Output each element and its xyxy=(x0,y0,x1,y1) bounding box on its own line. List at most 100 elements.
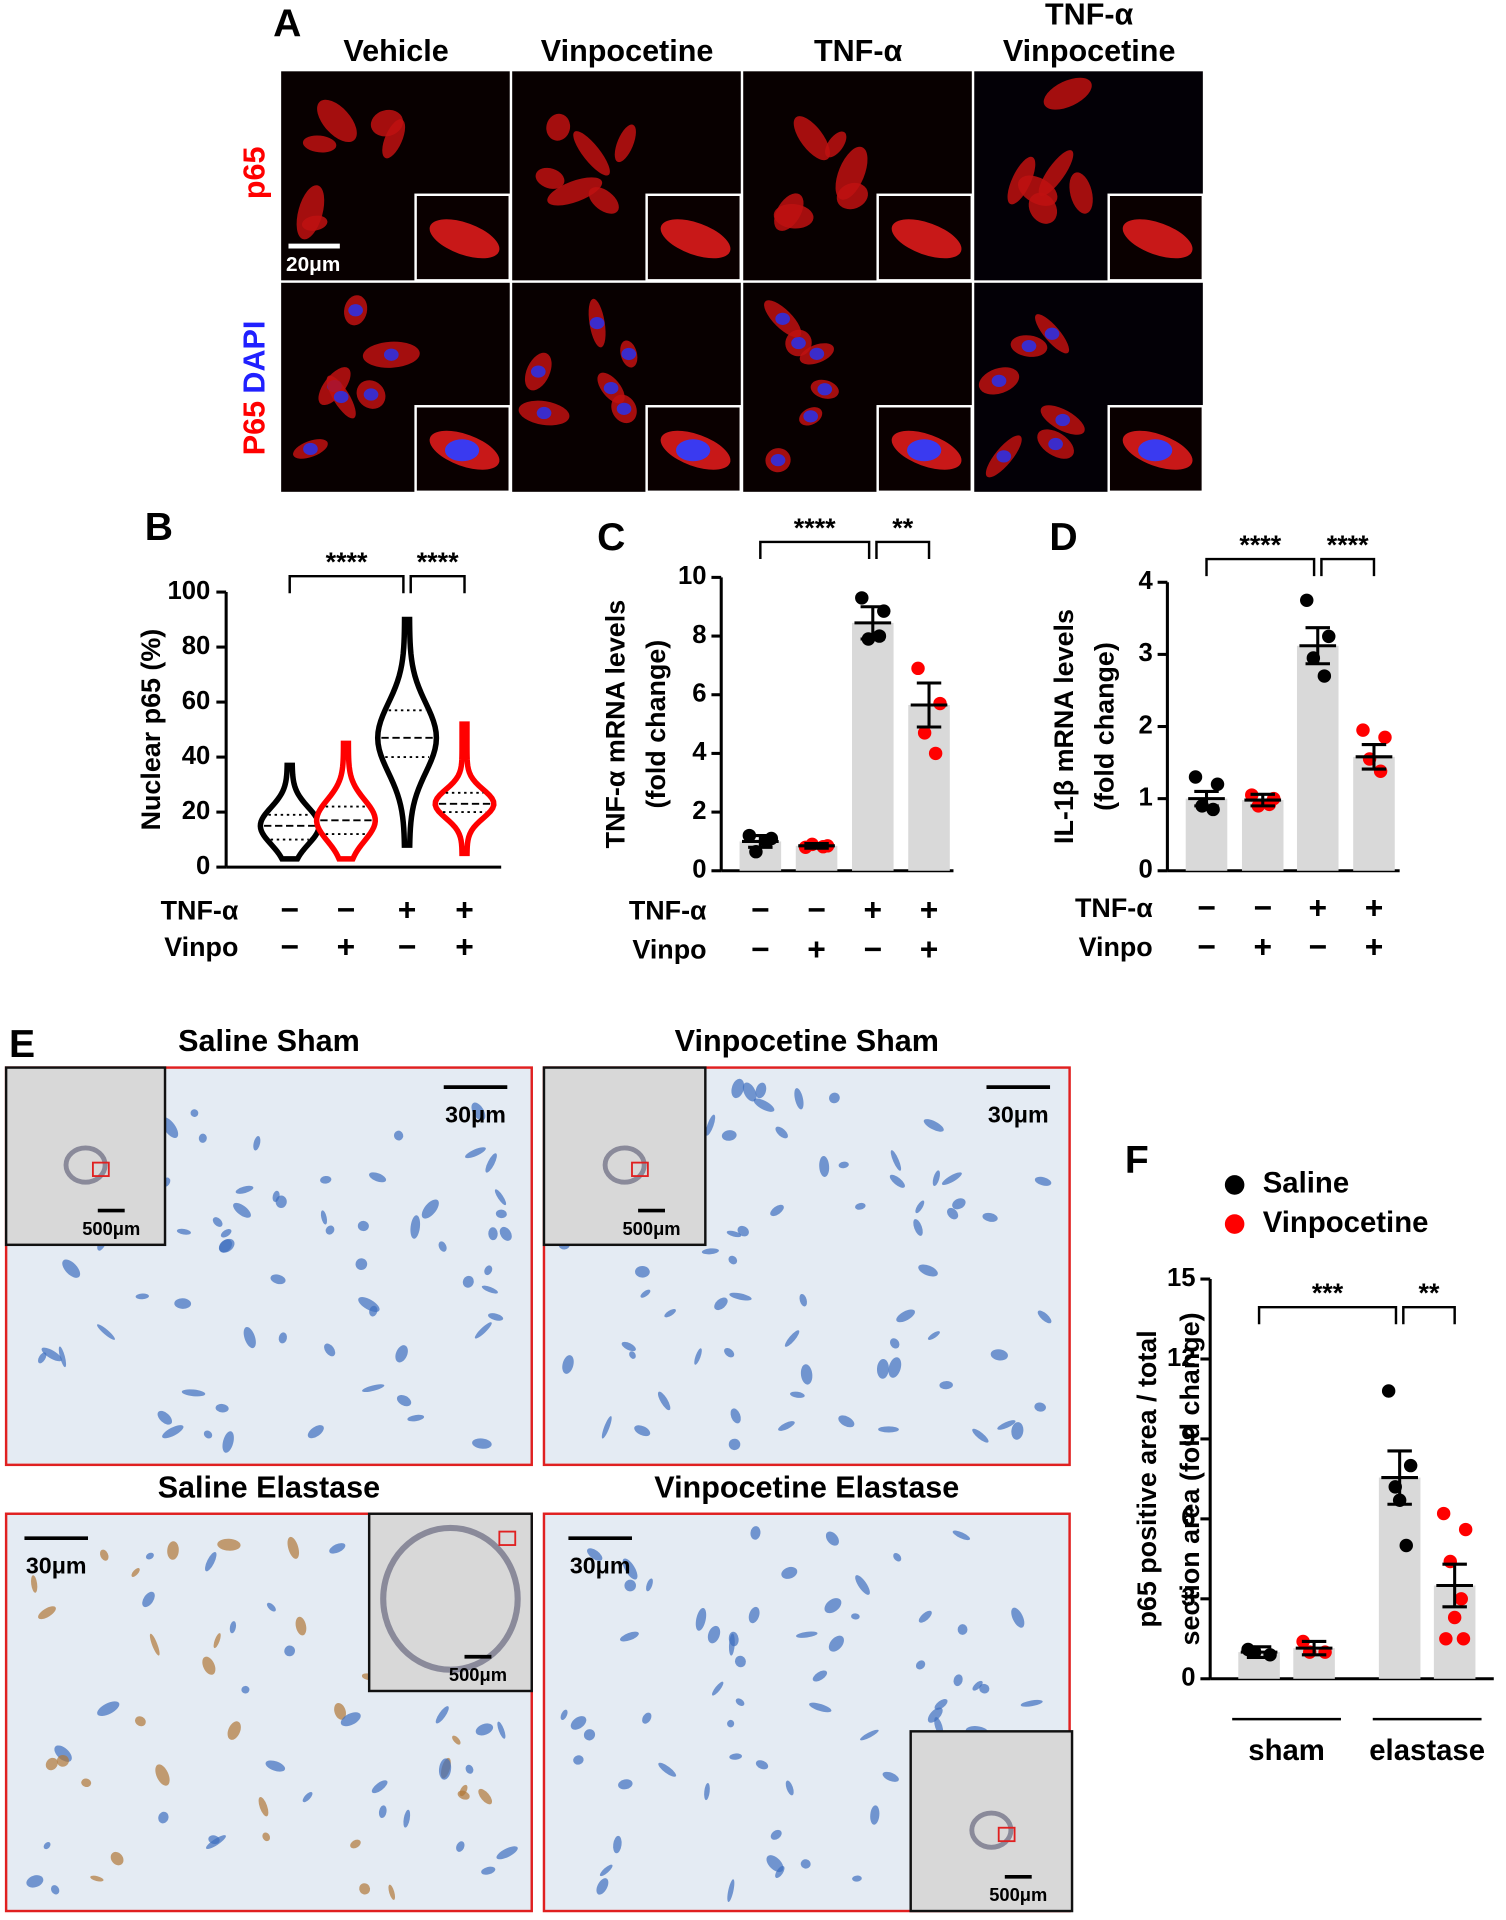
stained-cell xyxy=(222,1431,234,1453)
column-title: TNF-α xyxy=(1045,0,1134,31)
cell xyxy=(588,187,619,214)
data-point xyxy=(872,629,887,643)
inset-nucleus xyxy=(444,439,480,462)
cell xyxy=(835,146,868,200)
data-point xyxy=(1317,669,1332,683)
stained-cell xyxy=(646,1578,653,1592)
x-tick-label: elastase xyxy=(1369,1734,1485,1767)
stained-cell xyxy=(438,1241,447,1252)
stained-cell xyxy=(750,1526,761,1540)
inset-nucleus xyxy=(907,439,942,462)
stained-cell xyxy=(38,1352,47,1364)
panel-label: B xyxy=(145,506,173,549)
stained-cell xyxy=(90,1875,104,1882)
stained-cell xyxy=(664,1309,676,1318)
stained-cell xyxy=(727,1879,735,1903)
condition-label: Vinpo xyxy=(164,932,238,962)
stained-cell xyxy=(258,1797,269,1817)
condition-sign: − xyxy=(337,892,356,928)
y-tick-label: 0 xyxy=(1181,1664,1195,1692)
y-axis-label: section area (fold change) xyxy=(1175,1312,1205,1645)
condition-sign: + xyxy=(1365,928,1384,964)
condition-label: Vinpo xyxy=(1079,932,1153,962)
legend-marker xyxy=(1224,1214,1245,1234)
stained-cell xyxy=(456,1841,465,1852)
stained-cell xyxy=(642,1712,652,1724)
stained-cell xyxy=(1034,1402,1046,1412)
stained-cell xyxy=(888,1357,902,1378)
inset-scale-label: 500μm xyxy=(82,1218,140,1239)
data-point xyxy=(1454,1592,1468,1606)
panel-label: F xyxy=(1125,1139,1149,1182)
stained-cell xyxy=(369,1172,387,1183)
stained-cell xyxy=(158,1811,169,1824)
significance-bracket xyxy=(409,574,466,594)
column-title: TNF-α xyxy=(814,34,903,68)
column-title: Vinpocetine xyxy=(1003,34,1176,68)
stained-cell xyxy=(302,1791,313,1803)
stained-cell xyxy=(174,1298,192,1309)
stained-cell xyxy=(275,1195,287,1208)
data-point xyxy=(1373,764,1388,778)
condition-sign: − xyxy=(807,892,826,928)
stained-cell xyxy=(213,1633,221,1649)
significance-label: **** xyxy=(794,513,836,543)
stained-cell xyxy=(728,1631,739,1647)
stained-cell xyxy=(81,1778,92,1788)
data-point xyxy=(1300,593,1314,608)
stained-cell xyxy=(452,1735,461,1745)
stained-cell xyxy=(852,1875,862,1882)
stained-cell xyxy=(838,1161,849,1169)
stained-cell xyxy=(41,1347,62,1362)
stained-cell xyxy=(742,1082,757,1102)
condition-label: TNF-α xyxy=(161,895,239,925)
panel-label: D xyxy=(1049,516,1077,559)
legend-label: Saline xyxy=(1263,1167,1349,1200)
bar xyxy=(1378,1477,1421,1679)
significance-bracket xyxy=(1205,557,1316,577)
stained-cell xyxy=(334,1702,346,1720)
condition-label: TNF-α xyxy=(629,895,707,925)
cell xyxy=(1028,192,1058,224)
stained-cell xyxy=(979,1683,990,1694)
stained-cell xyxy=(755,1760,769,1770)
panel-label: C xyxy=(597,516,625,559)
stained-cell xyxy=(624,1579,636,1592)
stained-cell xyxy=(217,1538,241,1551)
panel-label: A xyxy=(273,2,301,45)
stained-cell xyxy=(403,1809,411,1828)
scale-bar-label: 30μm xyxy=(445,1102,506,1128)
stained-cell xyxy=(295,1616,307,1636)
bar xyxy=(1353,756,1395,871)
data-point xyxy=(1210,777,1225,791)
stained-cell xyxy=(800,1859,811,1869)
row-label-part: P65 xyxy=(238,401,272,455)
stained-cell xyxy=(721,1130,737,1141)
stained-cell xyxy=(499,1226,512,1241)
stained-cell xyxy=(770,1829,782,1840)
stained-cell xyxy=(927,1707,943,1723)
stained-cell xyxy=(889,1174,905,1188)
inset-scale-label: 500μm xyxy=(622,1218,680,1239)
cell xyxy=(1069,172,1093,214)
stained-cell xyxy=(212,1217,223,1227)
stained-cell xyxy=(475,1723,494,1736)
row-label: p65 xyxy=(238,146,272,199)
stained-cell xyxy=(488,1227,498,1241)
stained-cell xyxy=(26,1875,44,1888)
stained-cell xyxy=(775,1865,785,1878)
y-tick-label: 2 xyxy=(1138,711,1152,739)
stained-cell xyxy=(205,1551,217,1572)
stained-cell xyxy=(882,1771,899,1782)
cell xyxy=(382,119,406,159)
inset-cell xyxy=(429,219,500,259)
stained-cell xyxy=(149,1633,160,1656)
stained-cell xyxy=(357,1220,369,1232)
violin-body xyxy=(374,616,440,848)
condition-sign: + xyxy=(920,892,939,928)
data-point xyxy=(1188,770,1203,784)
stained-cell xyxy=(307,1425,324,1439)
stained-cell xyxy=(695,1607,707,1631)
nucleus xyxy=(333,390,349,404)
data-point xyxy=(1458,1522,1473,1537)
